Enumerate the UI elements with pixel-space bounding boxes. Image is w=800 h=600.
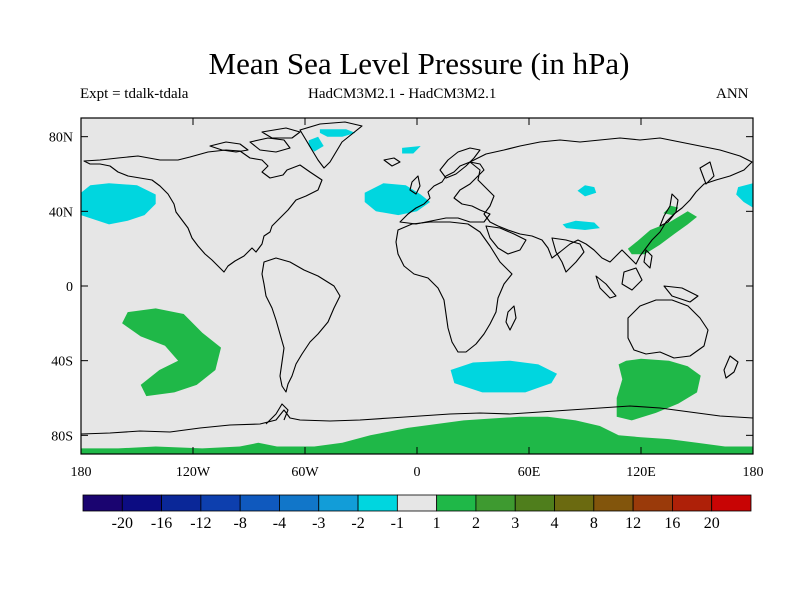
colorbar: -20 -16 -12 -8 -4 -3 -2 -1 1 2 3 4 8 12 16 20 [82,494,752,532]
coastline-scandinavia [439,147,481,179]
x-tick-label: 180 [743,465,764,480]
colorbar-label: 3 [511,515,519,532]
colorbar-label: 12 [625,515,641,532]
colorbar-swatch [554,494,595,512]
colorbar-swatch [200,494,241,512]
coastline-borneo [621,267,643,291]
anomaly-north-pacific-negative [81,183,156,225]
anomaly-australia-south-positive [616,358,701,421]
y-tick-label: 40N [49,205,73,220]
coastline-south-america [261,257,341,393]
season-label: ANN [716,86,749,102]
colorbar-swatch [239,494,280,512]
coastline-new-guinea [663,285,699,303]
anomaly-north-atlantic-negative [364,183,431,216]
model-label: HadCM3M2.1 - HadCM3M2.1 [308,86,497,102]
anomaly-himalaya-negative [562,220,600,230]
coastline-new-zealand [723,355,739,379]
anomaly-southern-indian-negative [450,360,557,393]
colorbar-label: -1 [391,515,404,532]
colorbar-swatch [436,494,477,512]
axis-ticks: 180 120W 60W 0 60E 120E 180 80N 40N 0 40S 80S [49,118,764,480]
colorbar-swatch [279,494,320,512]
colorbar-label: -12 [190,515,211,532]
colorbar-swatch [593,494,634,512]
colorbar-label: -2 [351,515,364,532]
coastline-arabia [485,225,527,255]
coastline-india [551,237,585,273]
coastline-iceland [383,157,401,167]
coastline-kamchatka [699,161,715,185]
anomaly-antarctic-positive [81,416,753,454]
coastline-antarctic-peninsula [265,403,289,425]
anomaly-west-pacific-positive [627,211,697,255]
anomaly-japan-positive [663,205,679,216]
colorbar-label: 1 [433,515,441,532]
anomaly-greenland-west-negative [308,136,324,152]
coastline-africa [395,221,513,353]
colorbar-swatch [161,494,202,512]
coastline-japan [659,193,679,227]
colorbar-swatch [475,494,516,512]
colorbar-label: -4 [273,515,286,532]
y-tick-label: 80S [51,429,73,444]
colorbar-swatch [121,494,162,512]
colorbar-swatch [357,494,398,512]
anomaly-layer [81,129,753,454]
coastline-britain [409,175,421,195]
coastline-canadian-arctic [209,127,301,153]
y-tick-label: 0 [66,280,73,295]
colorbar-swatch [632,494,673,512]
anomaly-greenland-negative [319,129,356,137]
coastline-australia [627,299,709,359]
y-tick-label: 40S [51,355,73,370]
colorbar-swatch [672,494,713,512]
coastline-antarctica [81,405,753,435]
x-tick-label: 120W [176,465,211,480]
colorbar-label: 8 [590,515,598,532]
plot-title: Mean Sea Level Pressure (in hPa) [208,46,630,81]
colorbar-label: 16 [664,515,680,532]
colorbar-swatch [318,494,359,512]
x-tick-label: 180 [71,465,92,480]
colorbar-label: -20 [112,515,133,532]
colorbar-swatch [396,494,438,512]
coastline-north-america [83,149,323,273]
coastline-europe [399,161,491,225]
coastline-madagascar [505,305,517,331]
anomaly-dateline-pacific-negative-east [736,183,753,208]
y-tick-label: 80N [49,131,73,146]
x-tick-label: 0 [414,465,421,480]
coastline-philippines [643,249,653,269]
coastline-asia [469,137,753,265]
coastline-greenland [299,121,363,169]
anomaly-central-asia-negative [577,185,597,197]
experiment-label: Expt = tdalk-tdala [80,86,189,102]
colorbar-label: -16 [151,515,172,532]
colorbar-swatch [711,494,752,512]
colorbar-label: -8 [234,515,247,532]
x-tick-label: 60E [518,465,541,480]
x-tick-label: 120E [626,465,656,480]
colorbar-label: 20 [704,515,720,532]
colorbar-label: 4 [551,515,559,532]
coastlines [81,121,753,435]
colorbar-label: 2 [472,515,480,532]
colorbar-label: -3 [312,515,325,532]
colorbar-swatch [82,494,123,512]
anomaly-south-pacific-positive [122,308,221,397]
anomaly-norwegian-sea-negative [402,146,421,154]
coastline-sumatra [595,275,617,299]
colorbar-swatch [514,494,555,512]
x-tick-label: 60W [291,465,319,480]
